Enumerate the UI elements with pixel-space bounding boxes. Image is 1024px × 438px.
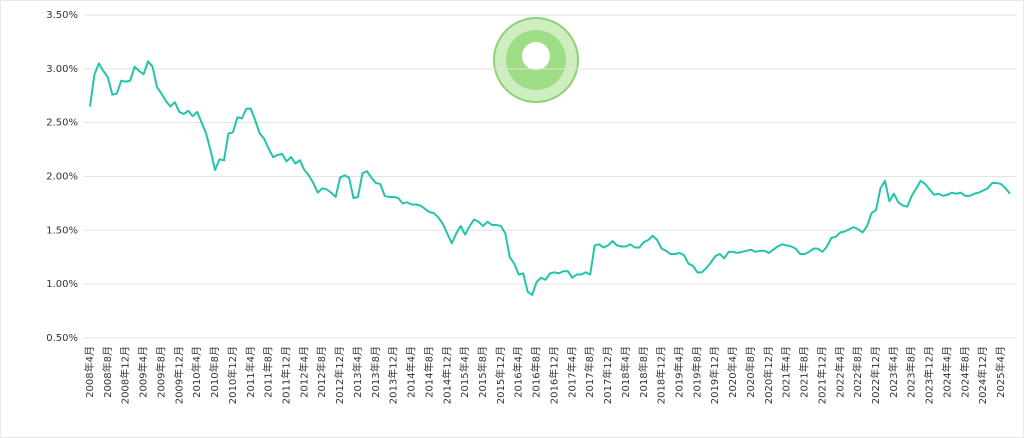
x-tick-label: 2015年12月 bbox=[494, 346, 507, 404]
x-tick-label: 2009年12月 bbox=[172, 346, 185, 404]
x-tick-label: 2013年8月 bbox=[369, 346, 382, 398]
x-tick-label: 2017年12月 bbox=[601, 346, 614, 404]
x-tick-label: 2008年12月 bbox=[119, 346, 132, 404]
x-tick-label: 2024年4月 bbox=[940, 346, 953, 398]
x-tick-label: 2012年8月 bbox=[315, 346, 328, 398]
x-tick-label: 2008年8月 bbox=[101, 346, 114, 398]
x-tick-label: 2023年12月 bbox=[923, 346, 936, 404]
x-tick-label: 2022年12月 bbox=[869, 346, 882, 404]
x-tick-label: 2014年12月 bbox=[440, 346, 453, 404]
x-tick-label: 2016年8月 bbox=[530, 346, 543, 398]
x-tick-label: 2023年4月 bbox=[887, 346, 900, 398]
x-tick-label: 2011年8月 bbox=[262, 346, 275, 398]
x-tick-label: 2018年8月 bbox=[637, 346, 650, 398]
x-tick-label: 2014年4月 bbox=[405, 346, 418, 398]
x-tick-label: 2020年8月 bbox=[744, 346, 757, 398]
x-tick-label: 2021年4月 bbox=[780, 346, 793, 398]
x-tick-label: 2022年8月 bbox=[851, 346, 864, 398]
x-tick-label: 2019年4月 bbox=[673, 346, 686, 398]
x-tick-label: 2017年4月 bbox=[565, 346, 578, 398]
logo-face bbox=[522, 42, 550, 70]
y-tick-label: 2.50% bbox=[46, 118, 78, 129]
x-tick-label: 2012年4月 bbox=[297, 346, 310, 398]
x-tick-label: 2016年4月 bbox=[512, 346, 525, 398]
x-tick-label: 2011年4月 bbox=[244, 346, 257, 398]
x-tick-label: 2025年4月 bbox=[994, 346, 1007, 398]
x-tick-label: 2015年4月 bbox=[458, 346, 471, 398]
x-tick-label: 2010年12月 bbox=[226, 346, 239, 404]
x-tick-label: 2018年12月 bbox=[655, 346, 668, 404]
x-tick-label: 2021年8月 bbox=[798, 346, 811, 398]
x-tick-label: 2024年12月 bbox=[976, 346, 989, 404]
x-tick-label: 2020年4月 bbox=[726, 346, 739, 398]
line bbox=[89, 60, 1011, 296]
x-tick-label: 2013年4月 bbox=[351, 346, 364, 398]
x-tick-label: 2012年12月 bbox=[333, 346, 346, 404]
x-tick-label: 2023年8月 bbox=[905, 346, 918, 398]
x-tick-label: 2014年8月 bbox=[422, 346, 435, 398]
x-tick-label: 2009年8月 bbox=[154, 346, 167, 398]
x-tick-label: 2019年8月 bbox=[690, 346, 703, 398]
x-tick-label: 2017年8月 bbox=[583, 346, 596, 398]
y-tick-label: 2.00% bbox=[46, 172, 78, 183]
y-tick-label: 1.00% bbox=[46, 279, 78, 290]
y-tick-label: 3.00% bbox=[46, 64, 78, 75]
x-tick-label: 2019年12月 bbox=[708, 346, 721, 404]
x-tick-label: 2015年8月 bbox=[476, 346, 489, 398]
x-tick-label: 2016年12月 bbox=[547, 346, 560, 404]
x-tick-label: 2018年4月 bbox=[619, 346, 632, 398]
x-tick-label: 2021年12月 bbox=[815, 346, 828, 404]
x-tick-label: 2011年12月 bbox=[280, 346, 293, 404]
logo bbox=[493, 17, 579, 103]
x-tick-label: 2010年8月 bbox=[208, 346, 221, 398]
x-tick-label: 2020年12月 bbox=[762, 346, 775, 404]
x-tick-label: 2013年12月 bbox=[387, 346, 400, 404]
x-tick-label: 2009年4月 bbox=[137, 346, 150, 398]
x-tick-label: 2022年4月 bbox=[833, 346, 846, 398]
x-tick-label: 2010年4月 bbox=[190, 346, 203, 398]
x-tick-label: 2008年4月 bbox=[83, 346, 96, 398]
y-tick-label: 0.50% bbox=[46, 333, 78, 344]
y-tick-label: 3.50% bbox=[46, 10, 78, 21]
x-tick-label: 2024年8月 bbox=[958, 346, 971, 398]
y-tick-label: 1.50% bbox=[46, 225, 78, 236]
